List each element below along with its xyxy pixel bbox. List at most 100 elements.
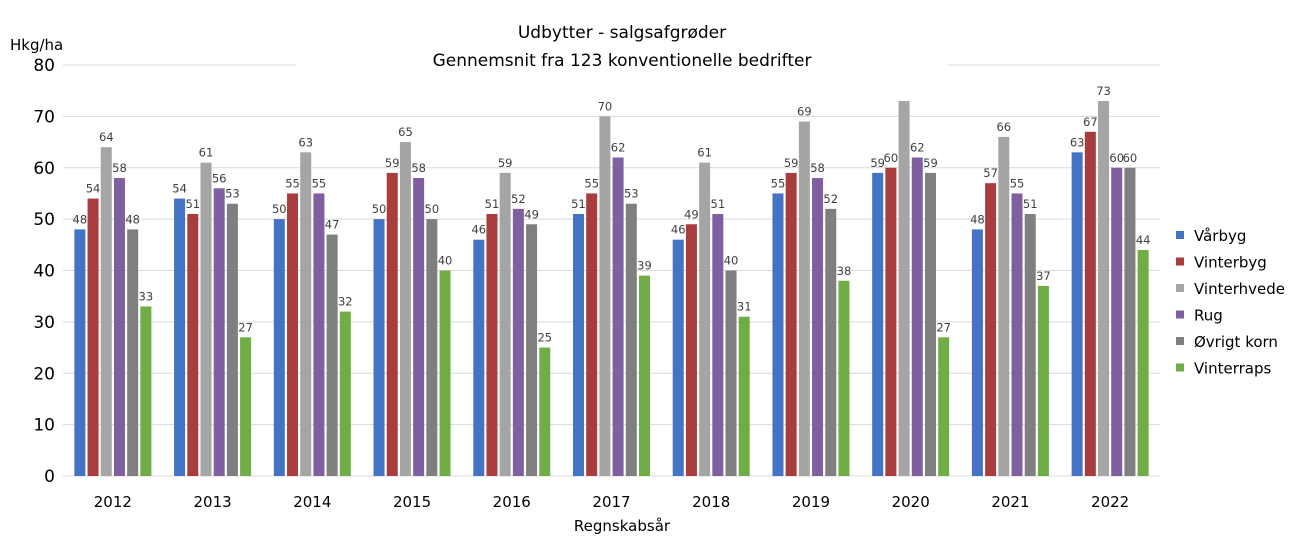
legend-swatch [1176, 257, 1184, 266]
data-label: 56 [212, 171, 227, 185]
data-label: 60 [1109, 151, 1124, 165]
bar-vårbyg-2016 [473, 239, 485, 476]
legend: Vårbyg Vinterbyg Vinterhvede Rug Øvrigt korn… [1176, 227, 1285, 378]
x-axis-ticks: 2012 2013 2014 2015 2016 2017 2018 2019 2020 2021… [94, 493, 1129, 511]
bar-vinterbyg-2020 [885, 167, 897, 476]
bar-vinterbyg-2015 [386, 172, 398, 476]
legend-item: Vinterraps [1176, 360, 1271, 378]
y-tick-label: 10 [33, 416, 55, 436]
title-background [296, 40, 948, 74]
bar-vinterhvede-2015 [399, 142, 411, 476]
bar-vårbyg-2019 [772, 193, 784, 476]
data-label: 31 [737, 300, 752, 314]
x-axis-label: Regnskabsår [574, 517, 671, 535]
data-label: 64 [99, 130, 114, 144]
bar-vinterhvede-2019 [798, 121, 810, 476]
bar-vinterhvede-2017 [599, 116, 611, 476]
data-label: 61 [697, 146, 712, 160]
data-label: 59 [923, 156, 938, 170]
bar-rug-2021 [1011, 193, 1023, 476]
bar-vårbyg-2014 [273, 219, 285, 476]
data-label: 69 [797, 105, 812, 119]
bar-vinterbyg-2022 [1084, 131, 1096, 476]
bar-rug-2015 [413, 178, 425, 476]
bar-rug-2016 [512, 208, 524, 476]
x-tick-label: 2013 [193, 493, 231, 511]
bar-vårbyg-2021 [971, 229, 983, 476]
x-tick-label: 2017 [592, 493, 630, 511]
bar-vinterbyg-2012 [87, 198, 99, 476]
x-tick-label: 2021 [991, 493, 1029, 511]
bar-vinterhvede-2020 [898, 100, 910, 477]
bar-rug-2017 [612, 157, 624, 476]
bar-øvrigt-korn-2019 [825, 208, 837, 476]
data-label: 40 [724, 254, 739, 268]
data-label: 50 [272, 202, 287, 216]
bar-vinterbyg-2017 [586, 193, 598, 476]
data-label: 53 [225, 187, 240, 201]
bar-øvrigt-korn-2016 [526, 224, 538, 476]
chart-subtitle: Gennemsnit fra 123 konventionelle bedrif… [433, 51, 812, 71]
legend-swatch [1176, 231, 1184, 239]
bar-vinterbyg-2019 [785, 172, 797, 476]
bar-øvrigt-korn-2020 [924, 172, 936, 476]
data-label: 59 [870, 156, 885, 170]
data-label: 62 [611, 140, 626, 154]
data-label: 49 [524, 207, 539, 221]
data-label: 52 [511, 192, 526, 206]
data-label: 33 [139, 289, 154, 303]
data-label: 50 [372, 202, 387, 216]
bar-vårbyg-2018 [672, 239, 684, 476]
data-label: 53 [624, 187, 639, 201]
legend-item: Øvrigt korn [1176, 333, 1278, 351]
bar-rug-2012 [113, 178, 125, 476]
bar-øvrigt-korn-2014 [326, 234, 338, 476]
legend-item: Vinterhvede [1176, 280, 1285, 298]
bar-vårbyg-2015 [373, 219, 385, 476]
bar-rug-2018 [712, 213, 724, 477]
data-label: 38 [837, 264, 852, 278]
x-tick-label: 2012 [94, 493, 132, 511]
legend-label: Øvrigt korn [1194, 333, 1278, 351]
legend-label: Vinterbyg [1194, 254, 1267, 272]
legend-label: Rug [1194, 307, 1223, 325]
data-label: 50 [425, 202, 440, 216]
data-label: 63 [298, 135, 313, 149]
legend-swatch [1176, 363, 1184, 372]
bar-øvrigt-korn-2022 [1124, 167, 1136, 476]
data-label: 73 [1096, 84, 1111, 98]
bar-vinterhvede-2018 [699, 162, 711, 477]
bar-vinterhvede-2022 [1098, 100, 1110, 477]
bar-vinterhvede-2016 [499, 172, 511, 476]
y-axis-label: Hkg/ha [10, 36, 63, 54]
data-label: 51 [571, 197, 586, 211]
y-tick-label: 80 [33, 56, 55, 76]
data-label: 32 [338, 295, 353, 309]
bar-rug-2014 [313, 193, 325, 476]
data-label: 44 [1136, 233, 1151, 247]
data-label: 49 [684, 207, 699, 221]
legend-item: Vårbyg [1176, 227, 1246, 245]
legend-label: Vinterhvede [1194, 280, 1285, 298]
data-label: 46 [671, 223, 686, 237]
bar-vinterhvede-2013 [200, 162, 212, 477]
bar-vinterbyg-2014 [287, 193, 299, 476]
legend-swatch [1176, 310, 1184, 319]
data-label: 27 [936, 320, 951, 334]
y-tick-label: 60 [33, 159, 55, 179]
data-label: 60 [1123, 151, 1138, 165]
y-axis-ticks: 0 10 20 30 40 50 60 70 80 [33, 56, 55, 487]
bar-vinterhvede-2014 [300, 152, 312, 476]
bar-øvrigt-korn-2015 [426, 219, 438, 476]
x-tick-label: 2018 [692, 493, 730, 511]
data-label: 59 [784, 156, 799, 170]
bar-øvrigt-korn-2018 [725, 270, 737, 476]
x-tick-label: 2016 [493, 493, 531, 511]
data-label: 55 [584, 176, 599, 190]
bar-vinterraps-2016 [539, 347, 551, 476]
data-label: 54 [172, 182, 187, 196]
data-label: 62 [910, 140, 925, 154]
bar-vinterbyg-2021 [985, 183, 997, 476]
data-label: 48 [125, 212, 140, 226]
